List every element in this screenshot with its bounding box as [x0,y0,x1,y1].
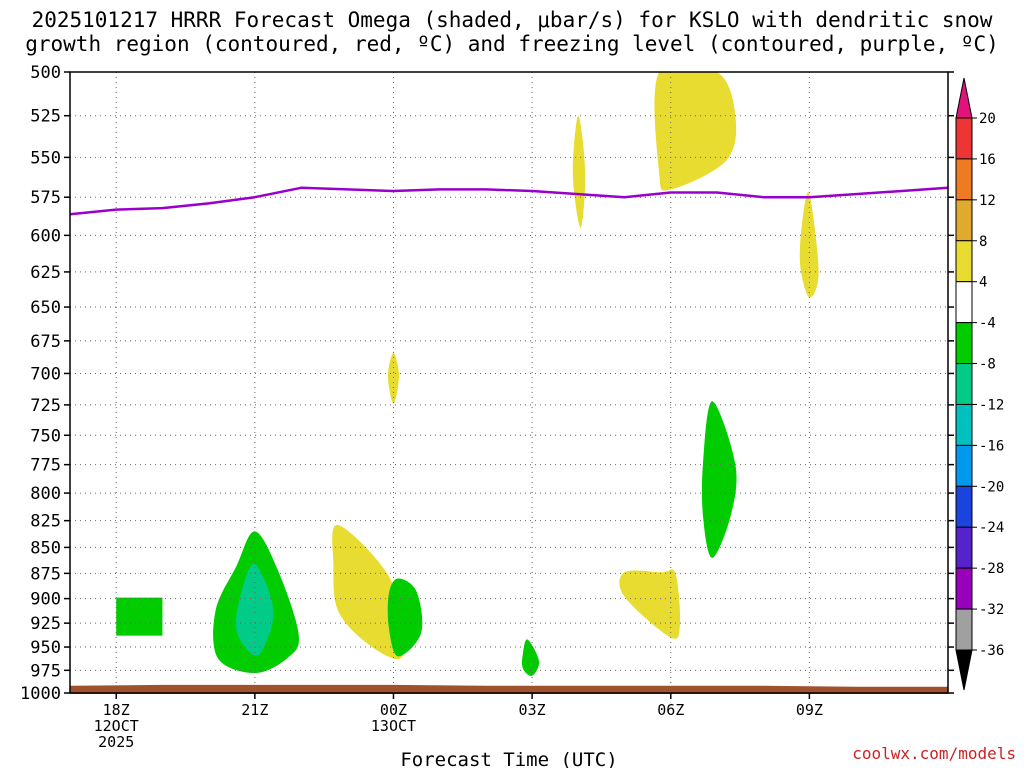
plot-frame [69,71,949,694]
contour-layer [69,186,949,216]
x-tick-date: 12OCT [94,717,139,735]
terrain-area [70,684,948,694]
chart-title-line2: growth region (contoured, red, ºC) and f… [25,32,999,56]
colorbar-label: -8 [979,357,996,373]
x-tick-label: 00Z [380,701,407,719]
y-tick-label: 725 [30,396,61,416]
colorbar-label: -20 [979,479,1004,495]
y-tick-label: 850 [30,538,61,558]
colorbar-bin [955,363,973,405]
colorbar-label: 12 [979,193,996,209]
omega-shading-layer [116,72,819,676]
omega-region [619,569,681,639]
colorbar-bin [955,281,973,324]
colorbar-label: -28 [979,561,1004,577]
colorbar-bottom-arrow [955,649,973,691]
colorbar-bin [955,117,973,160]
omega-region [654,72,737,191]
colorbar-label: -4 [979,316,996,332]
colorbar-label: -16 [979,438,1004,454]
colorbar-label: 4 [979,275,987,291]
y-tick-label: 775 [30,456,61,476]
colorbar-bin [955,444,973,487]
omega-region [116,597,163,636]
grid-layer [70,72,948,693]
y-tick-label: 550 [30,148,61,168]
x-axis-label: Forecast Time (UTC) [400,749,617,768]
colorbar-bin [955,158,973,201]
omega-region [332,524,404,660]
y-tick-label: 950 [30,638,61,658]
y-tick-label: 525 [30,107,61,127]
axes-layer: 500 525 550 575 600 625 650 675 700 725 750 775 800 8… [20,63,954,768]
omega-region [799,192,819,298]
x-tick-label: 18Z [103,701,130,719]
colorbar-label: -24 [979,520,1004,536]
colorbar-bin [955,322,973,365]
colorbar-label: 16 [979,152,996,168]
y-tick-label: 750 [30,426,61,446]
freezing-level-line [69,186,949,216]
y-tick-label: 825 [30,512,61,532]
colorbar-label: -36 [979,643,1004,659]
colorbar-bin [955,403,973,446]
x-tick-label: 03Z [519,701,546,719]
colorbar-label: 20 [979,111,996,127]
omega-region [701,401,737,558]
colorbar-bin [955,526,973,569]
y-tick-label: 650 [30,298,61,318]
y-tick-label: 1000 [20,684,61,704]
y-tick-label: 625 [30,263,61,283]
terrain-layer [70,684,948,694]
colorbar-top-arrow [955,77,973,119]
credit-text[interactable]: coolwx.com/models [852,744,1016,763]
y-tick-label: 925 [30,614,61,634]
x-tick-year: 2025 [98,733,134,751]
y-tick-label: 575 [30,188,61,208]
y-tick-label: 600 [30,226,61,246]
y-tick-label: 675 [30,332,61,352]
x-tick-label: 06Z [657,701,684,719]
y-tick-label: 800 [30,484,61,504]
chart-title: 2025101217 HRRR Forecast Omega (shaded, … [0,8,1024,56]
colorbar-bin [955,240,973,283]
y-tick-label: 500 [30,63,61,83]
x-tick-date: 13OCT [371,717,416,735]
colorbar-label: -32 [979,602,1004,618]
omega-region [387,352,399,404]
colorbar-bin [955,567,973,610]
colorbar: 20 16 12 8 4 -4 -8 -12 -16 -20 -24 -28 -32 -36 [955,77,1004,691]
omega-region [235,563,274,656]
colorbar-bin [955,485,973,528]
colorbar-bin [955,199,973,242]
y-tick-label: 975 [30,661,61,681]
colorbar-bin [955,608,973,651]
y-tick-label: 875 [30,564,61,584]
colorbar-label: 8 [979,234,987,250]
colorbar-label: -12 [979,397,1004,413]
chart-title-line1: 2025101217 HRRR Forecast Omega (shaded, … [31,8,993,32]
y-tick-label: 900 [30,590,61,610]
omega-region [572,115,586,228]
x-tick-label: 09Z [796,701,823,719]
omega-region [521,639,540,676]
omega-region [387,578,423,657]
y-tick-label: 700 [30,364,61,384]
x-tick-label: 21Z [241,701,268,719]
